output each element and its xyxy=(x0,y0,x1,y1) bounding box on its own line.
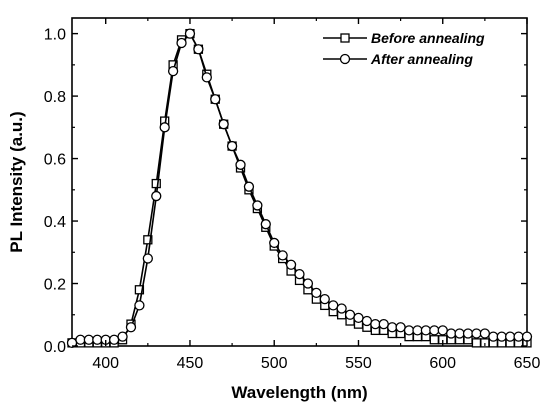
y-tick-label: 0.6 xyxy=(44,152,66,169)
data-point-after-annealing xyxy=(496,331,507,342)
y-tick-label: 1.0 xyxy=(44,27,66,44)
data-point-after-annealing xyxy=(344,309,356,320)
data-point-after-annealing xyxy=(159,122,170,133)
data-point-after-annealing xyxy=(302,278,314,289)
plot-area xyxy=(71,17,528,347)
x-axis-label: Wavelength (nm) xyxy=(231,383,367,402)
data-point-after-annealing xyxy=(513,331,524,342)
data-point-after-annealing xyxy=(311,287,322,299)
y-tick-label: 0.0 xyxy=(44,339,66,356)
y-tick-label: 0.2 xyxy=(44,277,66,294)
data-point-after-annealing xyxy=(420,325,432,336)
data-point-after-annealing xyxy=(387,322,398,333)
data-point-after-annealing xyxy=(294,269,305,280)
data-point-after-annealing xyxy=(361,315,373,327)
data-point-after-annealing xyxy=(521,331,533,342)
data-point-after-annealing xyxy=(403,325,415,336)
legend-label-before-annealing: Before annealing xyxy=(371,30,485,46)
data-point-after-annealing xyxy=(471,328,482,339)
data-point-after-annealing xyxy=(504,331,516,342)
data-point-after-annealing xyxy=(269,237,280,249)
data-point-before-annealing xyxy=(134,285,145,295)
x-tick-label: 500 xyxy=(261,355,288,372)
data-point-after-annealing xyxy=(226,140,238,152)
data-point-after-annealing xyxy=(184,28,196,39)
legend-marker-before-annealing xyxy=(340,33,350,43)
data-point-after-annealing xyxy=(210,94,221,105)
data-point-after-annealing xyxy=(125,322,137,333)
data-point-after-annealing xyxy=(488,331,499,342)
axes-layer: 400 450 500 550 600 650 0.0 0.2 0.4 0.6 0.8 1.0 xyxy=(44,18,541,372)
legend: Before annealing After annealing xyxy=(323,30,485,67)
data-point-after-annealing xyxy=(437,325,448,336)
data-point-after-annealing xyxy=(277,250,288,261)
data-point-after-annealing xyxy=(201,72,212,83)
data-point-after-annealing xyxy=(429,325,440,336)
data-point-after-annealing xyxy=(454,328,465,339)
data-point-after-annealing xyxy=(353,312,364,324)
data-point-after-annealing xyxy=(446,328,457,339)
data-point-after-annealing xyxy=(218,119,229,130)
data-point-after-annealing xyxy=(151,190,162,202)
data-point-after-annealing xyxy=(319,293,330,305)
data-point-after-annealing xyxy=(117,331,128,342)
data-point-after-annealing xyxy=(336,303,347,314)
data-point-after-annealing xyxy=(260,219,271,230)
series-layer xyxy=(66,28,533,349)
data-point-after-annealing xyxy=(134,300,145,311)
y-tick-label: 0.8 xyxy=(44,89,66,106)
data-point-before-annealing xyxy=(471,338,482,348)
data-point-after-annealing xyxy=(142,253,153,264)
data-point-after-annealing xyxy=(92,334,103,345)
x-tick-label: 650 xyxy=(514,355,541,372)
y-axis-label: PL Intensity (a.u.) xyxy=(7,111,26,252)
x-tick-label: 400 xyxy=(92,355,119,372)
series-line-after-annealing xyxy=(71,32,527,344)
legend-label-after-annealing: After annealing xyxy=(370,51,473,67)
data-point-after-annealing xyxy=(108,334,120,345)
data-point-after-annealing xyxy=(328,300,339,311)
data-point-after-annealing xyxy=(193,44,204,55)
data-point-after-annealing xyxy=(479,328,491,339)
data-point-after-annealing xyxy=(235,159,246,170)
data-point-after-annealing xyxy=(243,181,255,192)
legend-marker-after-annealing xyxy=(339,53,351,65)
x-tick-label: 550 xyxy=(345,355,372,372)
data-point-after-annealing xyxy=(370,318,381,330)
data-point-after-annealing xyxy=(252,200,263,211)
data-point-after-annealing xyxy=(83,334,95,345)
data-point-after-annealing xyxy=(412,325,423,336)
plot-frame xyxy=(71,17,528,347)
data-point-after-annealing xyxy=(75,334,86,345)
x-tick-label: 600 xyxy=(429,355,456,372)
data-point-after-annealing xyxy=(395,322,406,333)
data-point-before-annealing xyxy=(151,178,161,189)
y-tick-label: 0.4 xyxy=(44,214,66,231)
x-tick-label: 450 xyxy=(177,355,204,372)
data-point-after-annealing xyxy=(378,318,389,330)
data-point-before-annealing xyxy=(429,335,439,345)
data-point-after-annealing xyxy=(176,37,187,49)
data-point-before-annealing xyxy=(143,235,153,245)
data-point-after-annealing xyxy=(167,65,179,77)
data-point-after-annealing xyxy=(462,328,474,339)
data-point-after-annealing xyxy=(285,259,297,270)
